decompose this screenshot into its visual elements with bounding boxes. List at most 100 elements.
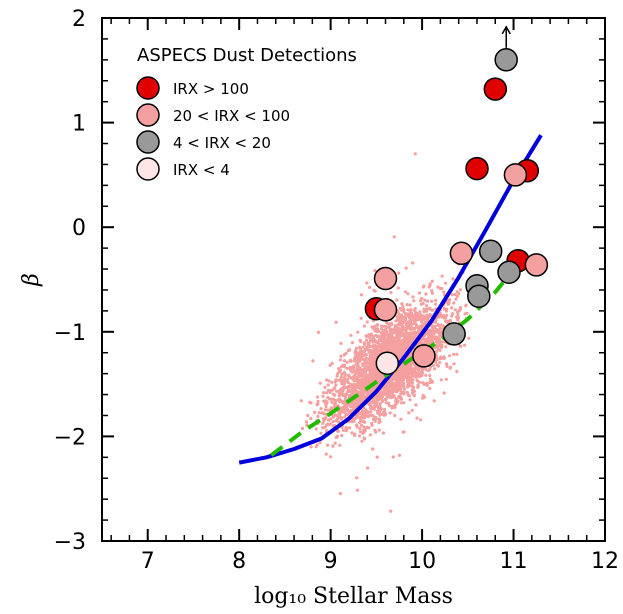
cloud-point [435, 357, 439, 361]
cloud-point [365, 338, 369, 342]
cloud-point [408, 362, 412, 366]
cloud-point [421, 301, 425, 305]
cloud-point [421, 318, 425, 322]
cloud-point [339, 375, 343, 379]
cloud-point [421, 324, 425, 328]
cloud-point [450, 293, 454, 297]
cloud-point [328, 390, 332, 395]
cloud-point [384, 327, 388, 331]
cloud-point [389, 290, 393, 295]
cloud-point [397, 271, 401, 275]
cloud-point [358, 430, 363, 434]
cloud-point [397, 394, 401, 399]
cloud-point [374, 396, 378, 400]
cloud-point [345, 404, 349, 408]
cloud-point [434, 298, 438, 302]
cloud-point [401, 430, 405, 434]
legend: ASPECS Dust Detections IRX > 100 20 < IRX… [136, 45, 357, 181]
cloud-point [333, 401, 338, 405]
cloud-point [309, 417, 313, 421]
cloud-point [401, 383, 406, 388]
cloud-point [337, 394, 341, 398]
cloud-point [375, 323, 380, 327]
cloud-point [330, 400, 334, 404]
cloud-point [364, 334, 368, 338]
cloud-point [436, 345, 440, 350]
cloud-point [423, 298, 427, 302]
cloud-point [436, 341, 440, 345]
cloud-point [346, 389, 350, 393]
cloud-point [378, 412, 382, 416]
cloud-point [453, 308, 457, 312]
cloud-point [313, 410, 317, 414]
cloud-point [396, 317, 400, 321]
cloud-point [366, 466, 370, 470]
cloud-point [381, 431, 386, 435]
data-point [412, 344, 436, 368]
cloud-point [402, 401, 406, 405]
cloud-point [337, 412, 341, 416]
data-point [375, 351, 400, 375]
cloud-point [346, 381, 350, 385]
cloud-point [450, 306, 454, 310]
cloud-point [374, 415, 378, 419]
cloud-point [363, 415, 367, 419]
cloud-point [421, 393, 425, 397]
y-tick-label: 1 [72, 112, 86, 137]
cloud-point [393, 326, 397, 330]
cloud-point [393, 389, 397, 393]
cloud-point [421, 285, 425, 289]
cloud-point [356, 363, 360, 367]
cloud-point [377, 421, 381, 425]
cloud-point [323, 408, 327, 412]
cloud-point [350, 384, 354, 388]
cloud-point [375, 455, 379, 459]
cloud-point [425, 299, 430, 303]
cloud-point [408, 325, 412, 329]
cloud-point [385, 321, 389, 325]
cloud-point [328, 422, 332, 426]
cloud-point [398, 306, 402, 311]
cloud-point [346, 384, 350, 389]
cloud-point [399, 371, 403, 375]
cloud-point [367, 426, 371, 430]
cloud-point [350, 420, 354, 424]
cloud-point [339, 341, 343, 345]
data-point [494, 48, 518, 72]
cloud-point [437, 331, 441, 335]
cloud-point [448, 318, 453, 323]
cloud-point [376, 411, 380, 415]
cloud-point [344, 412, 348, 416]
cloud-point [419, 418, 423, 422]
cloud-point [413, 327, 417, 331]
cloud-point [361, 345, 365, 349]
cloud-point [417, 380, 421, 384]
cloud-point [365, 361, 369, 365]
cloud-point [376, 329, 381, 333]
cloud-point [395, 374, 399, 378]
cloud-point [429, 365, 433, 369]
cloud-point [384, 398, 388, 402]
cloud-point [430, 299, 434, 303]
cloud-point [359, 357, 363, 361]
cloud-point [412, 308, 417, 313]
cloud-point [411, 384, 415, 389]
cloud-point [436, 323, 440, 327]
cloud-point [354, 383, 358, 387]
cloud-point [396, 370, 400, 374]
cloud-point [343, 415, 347, 419]
data-point [373, 298, 398, 322]
cloud-point [324, 378, 329, 382]
cloud-point [377, 417, 381, 421]
cloud-point [387, 401, 391, 405]
cloud-point [412, 389, 416, 393]
cloud-point [358, 347, 362, 351]
cloud-point [369, 349, 373, 353]
cloud-point [358, 427, 362, 431]
cloud-point [388, 411, 392, 415]
cloud-point [364, 426, 368, 430]
cloud-point [419, 320, 424, 324]
cloud-point [331, 415, 336, 419]
cloud-point [428, 367, 432, 371]
cloud-point [408, 310, 412, 314]
